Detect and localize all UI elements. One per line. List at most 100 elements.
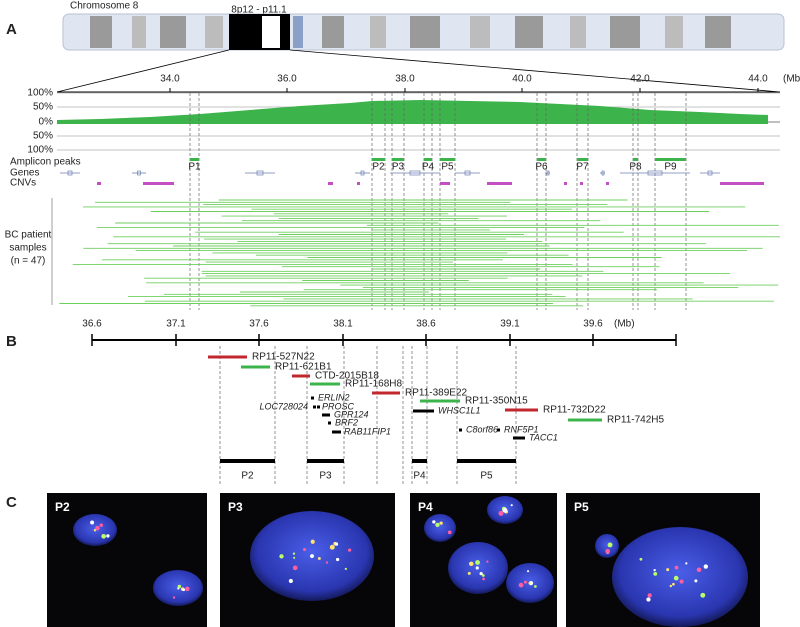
bac-clone bbox=[310, 382, 340, 386]
gene-bar bbox=[317, 405, 320, 409]
samples-label: (n = 47) bbox=[11, 256, 46, 267]
gene-label: PROSC bbox=[322, 401, 355, 411]
clone-label: RP11-732D22 bbox=[543, 405, 606, 416]
peak-label: P6 bbox=[535, 162, 548, 173]
fish-signal bbox=[447, 530, 452, 535]
image-label: P5 bbox=[574, 500, 589, 514]
gene-bar bbox=[459, 428, 462, 432]
track-label: Genes bbox=[10, 168, 39, 179]
peak-bar bbox=[633, 158, 638, 161]
gene-label: LOC728024 bbox=[259, 401, 308, 411]
percent-label: 100% bbox=[27, 88, 53, 99]
fish-signal bbox=[93, 529, 97, 532]
bac-clone bbox=[241, 365, 270, 369]
gene-bar bbox=[328, 421, 331, 425]
gene-bar bbox=[322, 413, 330, 417]
peak-bar bbox=[655, 158, 686, 161]
gene bbox=[137, 170, 141, 176]
fish-signal bbox=[347, 548, 352, 552]
image-label: P2 bbox=[55, 500, 70, 514]
image-label: P4 bbox=[418, 500, 433, 514]
fish-signal bbox=[700, 592, 706, 598]
fish-signal bbox=[469, 561, 474, 567]
fish-signal bbox=[279, 554, 284, 559]
fish-signal bbox=[607, 542, 613, 548]
fish-signal bbox=[669, 584, 673, 588]
tick-label: 40.0 bbox=[512, 74, 532, 85]
gene bbox=[707, 170, 713, 176]
region-bar bbox=[220, 459, 275, 463]
nucleus bbox=[612, 527, 748, 627]
track-label: CNVs bbox=[10, 178, 36, 189]
fish-signal bbox=[335, 557, 340, 562]
peak-bar bbox=[372, 158, 385, 161]
clone-label: RP11-350N15 bbox=[465, 396, 528, 407]
percent-label: 50% bbox=[33, 131, 53, 142]
band-label: 8p12 - p11.1 bbox=[231, 5, 287, 16]
fish-signal bbox=[534, 585, 537, 588]
fish-signal bbox=[325, 561, 329, 564]
peak-label: P2 bbox=[372, 162, 385, 173]
fish-signal bbox=[523, 580, 527, 584]
clone-label: RP11-527N22 bbox=[252, 352, 315, 363]
fish-signal bbox=[292, 552, 296, 555]
peak-label: P8 bbox=[629, 162, 642, 173]
clone-label: CTD-2015B18 bbox=[315, 371, 379, 382]
region-label: P2 bbox=[241, 471, 254, 482]
fish-signal bbox=[432, 520, 436, 524]
gene-bar bbox=[313, 405, 316, 409]
cnv bbox=[357, 182, 360, 185]
fish-signal bbox=[475, 566, 479, 570]
gene bbox=[256, 170, 264, 176]
fish-signal bbox=[647, 593, 652, 598]
bac-clone bbox=[372, 391, 400, 395]
peak-bar bbox=[577, 158, 588, 161]
fish-signal bbox=[317, 556, 321, 560]
tick-label: 42.0 bbox=[630, 74, 650, 85]
fish-signal bbox=[185, 586, 190, 592]
tick-label: 39.6 bbox=[583, 319, 603, 330]
gene-label: BRF2 bbox=[335, 417, 358, 427]
cnv bbox=[606, 182, 609, 185]
fish-signal bbox=[467, 571, 471, 575]
percent-label: 0% bbox=[39, 117, 54, 128]
fish-signal bbox=[674, 565, 679, 570]
gene-label: WHSC1L1 bbox=[438, 405, 481, 415]
peak-label: P9 bbox=[664, 162, 677, 173]
fish-signal bbox=[526, 570, 530, 573]
gene bbox=[360, 170, 365, 176]
region-bar bbox=[457, 459, 516, 463]
peak-label: P1 bbox=[188, 162, 201, 173]
tick-label: 37.1 bbox=[166, 319, 186, 330]
fish-signal bbox=[666, 568, 670, 572]
cnv bbox=[487, 182, 512, 185]
fish-signal bbox=[329, 544, 335, 550]
samples-label: samples bbox=[9, 243, 46, 254]
cnv bbox=[580, 182, 583, 185]
tick-label: 44.0 bbox=[748, 74, 768, 85]
tick-label: 38.1 bbox=[333, 319, 353, 330]
fish-signal bbox=[673, 575, 679, 581]
region-label: P5 bbox=[480, 471, 493, 482]
clone-label: RP11-389E22 bbox=[405, 388, 468, 399]
fish-signal bbox=[605, 548, 610, 554]
peak-bar bbox=[424, 158, 432, 161]
fish-signal bbox=[292, 565, 298, 571]
fish-signal bbox=[344, 567, 347, 571]
gene bbox=[409, 170, 421, 176]
region-bar bbox=[412, 459, 427, 463]
clone-label: RP11-621B1 bbox=[275, 362, 332, 373]
tick-label: 34.0 bbox=[160, 74, 180, 85]
gene bbox=[464, 170, 471, 176]
fish-signal bbox=[672, 582, 675, 586]
fish-signal bbox=[528, 582, 531, 585]
gene-bar bbox=[497, 428, 500, 432]
fish-signal bbox=[334, 542, 339, 546]
gene-label: RNF5P1 bbox=[504, 424, 539, 434]
gene-label: TACC1 bbox=[529, 432, 558, 442]
cnv bbox=[720, 182, 764, 185]
tick-label: 38.6 bbox=[416, 319, 436, 330]
region-label: P4 bbox=[413, 471, 426, 482]
chromosome-label: Chromosome 8 bbox=[70, 1, 139, 12]
fish-signal bbox=[106, 534, 110, 538]
